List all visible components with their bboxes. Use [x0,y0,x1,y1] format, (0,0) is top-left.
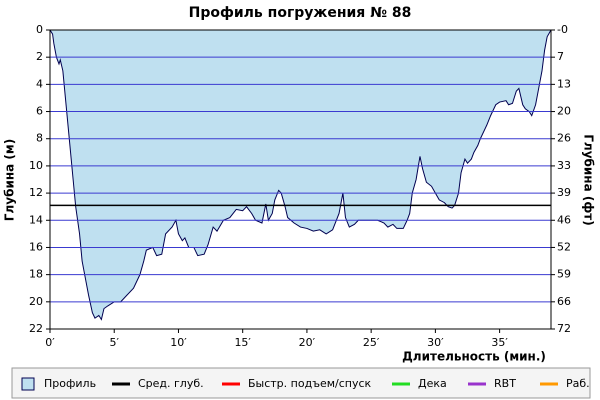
y-tick-label: 2 [36,50,43,63]
y-tick-label: 8 [36,132,43,145]
y-tick-label: 6 [36,105,43,118]
x-tick-label: 0′ [45,336,55,349]
y2-tick-label: 26 [557,132,571,145]
x-tick-label: 5′ [109,336,119,349]
y2-tick-label: 20 [557,105,571,118]
legend-label: Дека [418,377,447,390]
legend-label: Раб. [566,377,590,390]
legend-label: Сред. глуб. [138,377,204,390]
y2-tick-label: 66 [557,295,571,308]
y2-tick-label: 72 [557,322,571,335]
y2-tick-label: 13 [557,77,571,90]
legend-swatch [21,377,35,391]
x-tick-label: 20′ [299,336,316,349]
y-tick-label: 0 [36,23,43,36]
x-tick-label: 30′ [427,336,444,349]
legend-label: RBT [494,377,516,390]
y-tick-label: 14 [29,213,43,226]
y2-tick-label: 59 [557,268,571,281]
y2-tick-label: 46 [557,213,571,226]
x-axis-label: Длительность (мин.) [402,350,546,364]
y-axis-label: Глубина (м) [3,139,17,221]
y2-tick-label: 7 [557,50,564,63]
x-tick-label: 35′ [491,336,508,349]
y-tick-label: 20 [29,295,43,308]
y2-tick-label: 39 [557,186,571,199]
y-tick-label: 12 [29,186,43,199]
y-tick-label: 10 [29,159,43,172]
y-tick-label: 22 [29,322,43,335]
y2-axis-label: Глубина (фт) [582,134,596,225]
plot-frame [49,29,552,330]
x-tick-label: 10′ [170,336,187,349]
legend-label: Быстр. подъем/спуск [248,377,372,390]
chart-title: Профиль погружения № 88 [189,5,412,21]
y-tick-label: 4 [36,77,43,90]
y-tick-label: 16 [29,240,43,253]
profile-area [49,29,552,321]
x-tick-label: 25′ [363,336,380,349]
legend-box [11,367,591,399]
y2-tick-label: 33 [557,159,571,172]
x-tick-label: 15′ [234,336,251,349]
legend-label: Профиль [44,377,96,390]
y-tick-label: 18 [29,268,43,281]
y2-tick-label: -0 [557,23,568,36]
y2-tick-label: 52 [557,240,571,253]
